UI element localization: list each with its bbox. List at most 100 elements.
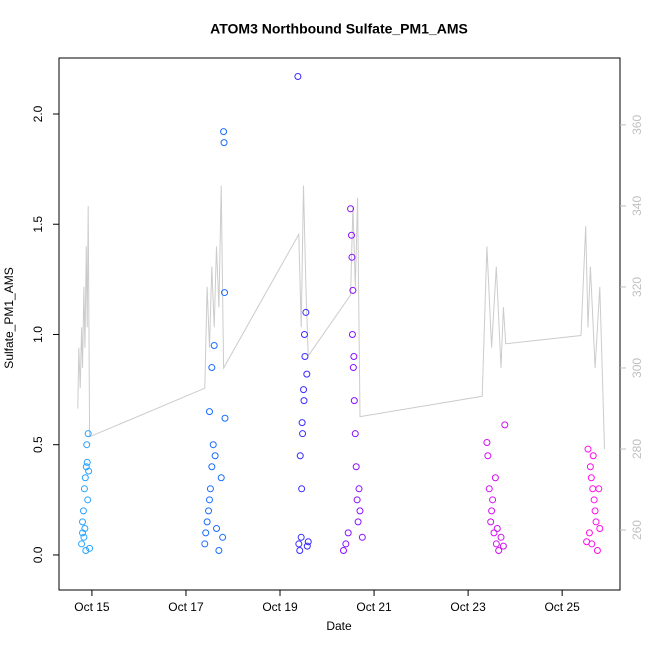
line: [77, 185, 605, 450]
point: [501, 421, 509, 429]
point: [351, 430, 359, 438]
x-axis-label: Date: [326, 619, 352, 633]
point: [349, 286, 357, 294]
point: [86, 544, 94, 552]
point: [295, 540, 303, 548]
point: [296, 452, 304, 460]
point: [595, 485, 603, 493]
point: [303, 370, 311, 378]
y-tick-label: 2.0: [31, 105, 45, 122]
point: [347, 205, 355, 213]
point: [586, 463, 594, 471]
point: [489, 496, 497, 504]
point: [585, 529, 593, 537]
point: [493, 524, 501, 532]
point: [302, 308, 310, 316]
point: [300, 386, 308, 394]
point: [491, 474, 499, 482]
x-tick-label: Oct 21: [356, 600, 392, 614]
point: [210, 341, 218, 349]
point: [342, 540, 350, 548]
point: [339, 547, 347, 555]
y-tick-label: 0.0: [31, 546, 45, 563]
point: [355, 485, 363, 493]
point: [492, 540, 500, 548]
plot-frame: [58, 57, 621, 591]
point: [221, 289, 229, 297]
y2-tick-label: 280: [630, 439, 644, 459]
point: [217, 474, 225, 482]
point: [350, 397, 358, 405]
y-axis-label: Sulfate_PM1_AMS: [2, 267, 16, 368]
point: [487, 518, 495, 526]
point: [213, 524, 221, 532]
point: [297, 533, 305, 541]
point: [202, 529, 210, 537]
point: [348, 253, 356, 261]
point: [85, 467, 93, 475]
y-tick-label: 1.0: [31, 326, 45, 343]
point: [352, 463, 360, 471]
point: [495, 547, 503, 555]
point: [208, 364, 216, 372]
point: [78, 540, 86, 548]
point: [80, 533, 88, 541]
point: [209, 441, 217, 449]
point: [303, 542, 311, 550]
point: [79, 518, 87, 526]
point: [490, 529, 498, 537]
y2-tick-label: 360: [630, 115, 644, 135]
point: [220, 139, 228, 147]
point: [83, 441, 91, 449]
point: [592, 518, 600, 526]
point: [301, 353, 309, 361]
point: [485, 485, 493, 493]
point: [298, 485, 306, 493]
point: [221, 414, 229, 422]
point: [300, 330, 308, 338]
point: [583, 538, 591, 546]
point: [344, 529, 352, 537]
point: [596, 524, 604, 532]
point: [82, 547, 90, 555]
y-tick-label: 0.5: [31, 436, 45, 453]
point: [300, 397, 308, 405]
point: [208, 463, 216, 471]
point: [499, 542, 507, 550]
x-tick-label: Oct 17: [168, 600, 204, 614]
point: [484, 452, 492, 460]
x-tick-label: Oct 15: [74, 600, 110, 614]
point: [356, 507, 364, 515]
point: [587, 474, 595, 482]
point: [205, 507, 213, 515]
x-tick-label: Oct 23: [450, 600, 486, 614]
chart-title: ATOM3 Northbound Sulfate_PM1_AMS: [210, 21, 468, 37]
point: [206, 485, 214, 493]
point: [497, 533, 505, 541]
point: [80, 485, 88, 493]
point: [205, 496, 213, 504]
point: [215, 547, 223, 555]
point: [483, 439, 491, 447]
y2-tick-label: 260: [630, 520, 644, 540]
point: [593, 547, 601, 555]
point: [591, 507, 599, 515]
point: [348, 330, 356, 338]
x-tick-label: Oct 25: [544, 600, 580, 614]
point: [79, 507, 87, 515]
y2-tick-label: 340: [630, 196, 644, 216]
point: [304, 538, 312, 546]
point: [347, 231, 355, 239]
point: [589, 452, 597, 460]
y-tick-label: 1.5: [31, 216, 45, 233]
point: [354, 518, 362, 526]
point: [590, 496, 598, 504]
point: [205, 408, 213, 416]
y2-tick-label: 320: [630, 277, 644, 297]
point: [201, 540, 209, 548]
point: [294, 73, 302, 81]
point: [84, 430, 92, 438]
point: [353, 496, 361, 504]
